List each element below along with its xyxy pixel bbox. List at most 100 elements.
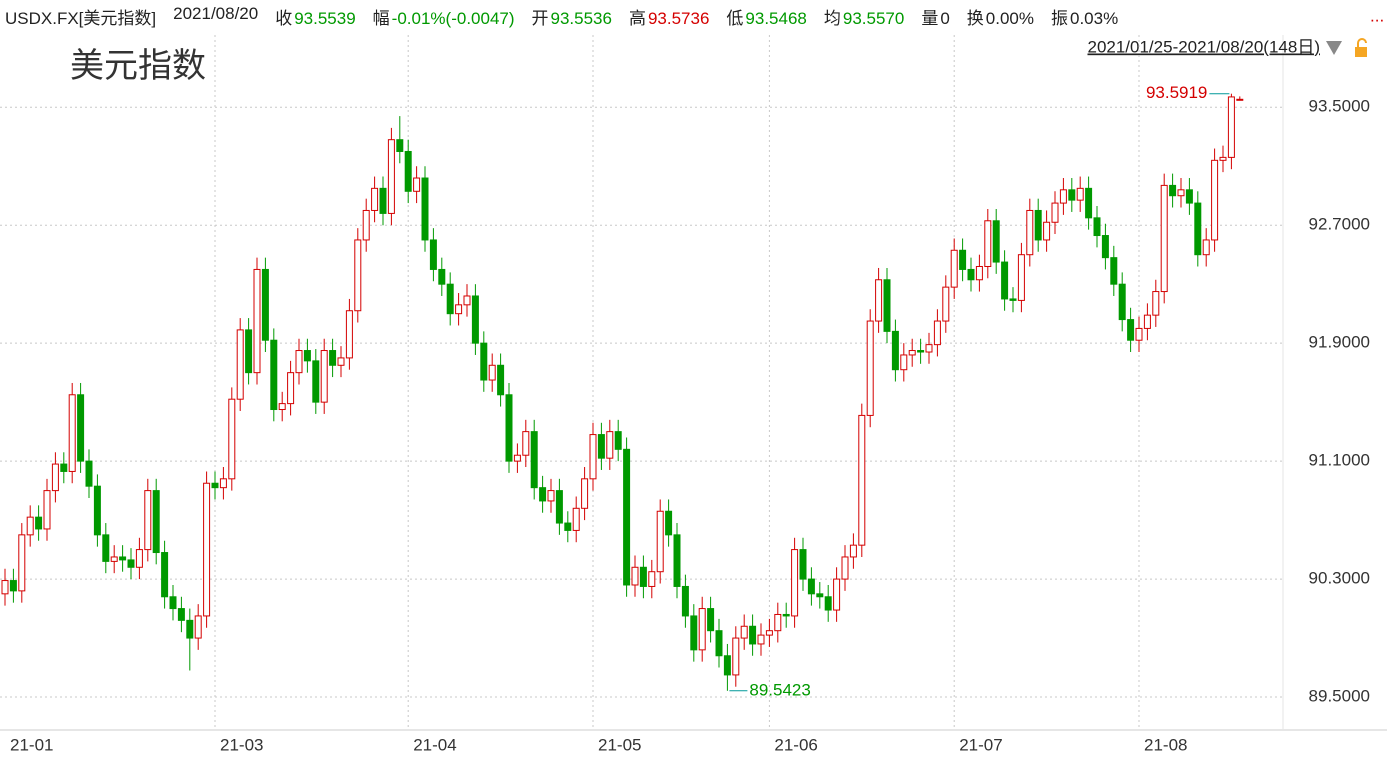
candle — [799, 537, 807, 591]
quote-label: 低 — [726, 9, 744, 28]
y-tick-label: 91.9000 — [1309, 333, 1370, 352]
candle — [833, 567, 841, 622]
candle — [329, 338, 337, 378]
quote-date: 2021/08/20 — [173, 4, 259, 23]
candle-body — [337, 357, 345, 366]
candle — [497, 353, 505, 407]
quote-item: 高 93.5736 — [629, 4, 709, 30]
dropdown-icon[interactable] — [1326, 41, 1342, 55]
candle — [211, 471, 219, 500]
candle — [1051, 191, 1059, 235]
candle — [161, 540, 169, 609]
candle-body — [875, 279, 883, 322]
candle-body — [480, 342, 488, 381]
candle-body — [597, 434, 605, 459]
candle-body — [371, 187, 379, 211]
candle — [555, 478, 563, 535]
candle — [438, 257, 446, 296]
candle — [480, 331, 488, 392]
quote-item: 幅 -0.01%(-0.0047) — [373, 4, 515, 30]
candle-body — [1110, 257, 1118, 285]
candle — [245, 318, 253, 385]
candle-body — [387, 139, 395, 214]
more-button[interactable]: ... — [1370, 6, 1384, 25]
x-tick-label: 21-06 — [774, 735, 817, 754]
candle-body — [581, 478, 589, 509]
candle — [891, 319, 899, 382]
quote-item: 收 93.5539 — [275, 4, 355, 30]
candle-body — [866, 320, 874, 416]
candle — [320, 338, 328, 414]
candle — [177, 596, 185, 633]
candle — [26, 505, 34, 547]
candle-body — [329, 350, 337, 366]
candle — [774, 602, 782, 643]
candle — [992, 208, 1000, 274]
candle-body — [303, 350, 311, 362]
candle — [959, 238, 967, 282]
candle-body — [413, 177, 421, 192]
candle — [404, 139, 412, 204]
x-tick-label: 21-04 — [413, 735, 456, 754]
candle-body — [1236, 98, 1244, 101]
candle — [950, 238, 958, 299]
candle-body — [1143, 314, 1151, 329]
candle — [1236, 96, 1244, 101]
candle — [925, 332, 933, 364]
candle-body — [1068, 189, 1076, 201]
candle — [673, 523, 681, 599]
candle — [1143, 303, 1151, 341]
candle-body — [93, 485, 101, 536]
candle — [1194, 191, 1202, 267]
candle-body — [219, 478, 227, 489]
candle — [413, 166, 421, 204]
candle — [984, 208, 992, 279]
candle-body — [891, 330, 899, 371]
quote-value: 0.03% — [1070, 9, 1119, 28]
x-tick-label: 21-01 — [10, 735, 53, 754]
candle-body — [950, 249, 958, 288]
candle-body — [824, 596, 832, 611]
candle-body — [1118, 283, 1126, 321]
candle-body — [446, 283, 454, 315]
candle — [77, 382, 85, 473]
quote-item: 均 93.5570 — [824, 4, 904, 30]
candle — [345, 298, 353, 370]
candle — [597, 422, 605, 470]
candle — [93, 474, 101, 547]
quote-label: 幅 — [372, 9, 390, 28]
candle — [144, 478, 152, 562]
quote-value: 93.5536 — [550, 9, 612, 28]
candle — [9, 568, 17, 603]
candle-body — [488, 364, 496, 381]
candle-body — [1152, 291, 1160, 316]
candle-body — [707, 608, 715, 632]
candle-body — [455, 304, 463, 315]
candle-body — [345, 310, 353, 359]
candle-body — [438, 268, 446, 285]
candle-body — [169, 596, 177, 610]
candle — [1059, 178, 1067, 215]
candle-body — [429, 239, 437, 270]
candle — [1017, 242, 1025, 313]
candle — [1152, 279, 1160, 327]
candle — [35, 505, 43, 541]
candle-body — [807, 578, 815, 595]
candle-body — [1135, 327, 1143, 341]
quote-header: USDX.FX[美元指数] 2021/08/20 收 93.5539 幅 -0.01%(-… — [5, 4, 1118, 30]
candle — [824, 584, 832, 622]
candle-body — [749, 625, 757, 645]
lock-icon[interactable] — [1355, 38, 1367, 57]
candle — [1211, 148, 1219, 252]
y-tick-label: 93.5000 — [1309, 97, 1370, 116]
candle — [631, 555, 639, 597]
quote-value: 0 — [940, 9, 950, 28]
quote-label: 高 — [628, 9, 646, 28]
candle-body — [925, 344, 933, 353]
candle — [665, 499, 673, 547]
candle-body — [975, 265, 983, 281]
candle — [169, 584, 177, 621]
candle — [639, 555, 647, 599]
date-range[interactable]: 2021/01/25-2021/08/20(148日) — [1087, 37, 1320, 56]
